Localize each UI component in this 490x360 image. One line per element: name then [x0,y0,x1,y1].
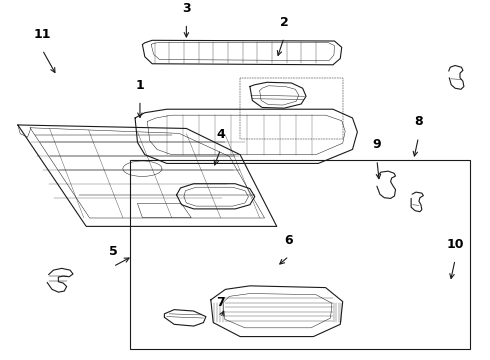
Text: 5: 5 [109,245,118,258]
Text: 2: 2 [280,16,289,29]
Text: 1: 1 [136,79,145,92]
Bar [130,160,470,349]
Text: 9: 9 [372,138,381,151]
Text: 3: 3 [182,2,191,15]
Text: 8: 8 [414,116,423,129]
Text: 4: 4 [216,128,225,141]
Text: 10: 10 [446,238,464,251]
Text: 6: 6 [285,234,294,247]
Text: 11: 11 [33,28,51,41]
Text: 7: 7 [216,296,225,309]
